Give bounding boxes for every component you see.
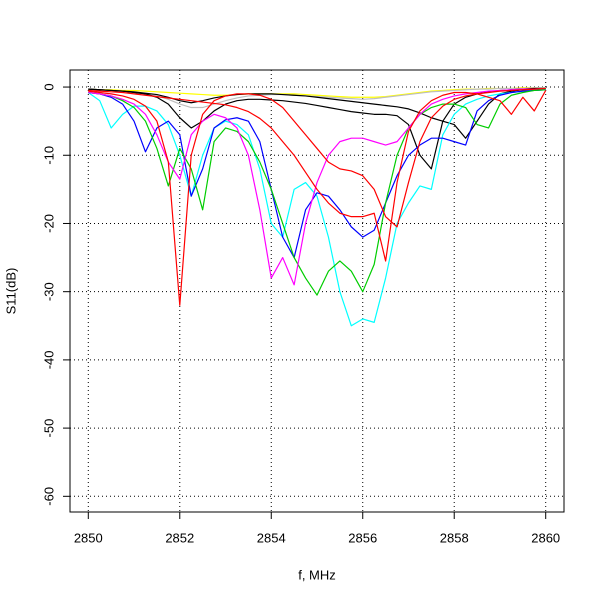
x-tick-label: 2856 bbox=[348, 530, 377, 545]
y-axis-label: S11(dB) bbox=[3, 268, 18, 315]
y-tick-label: -40 bbox=[41, 350, 56, 369]
x-tick-label: 2852 bbox=[165, 530, 194, 545]
y-tick-label: 0 bbox=[41, 83, 56, 90]
series-line bbox=[88, 87, 546, 286]
y-tick-label: -10 bbox=[41, 146, 56, 165]
series-line bbox=[87, 89, 546, 327]
series-line bbox=[88, 89, 546, 259]
x-tick-label: 2854 bbox=[257, 530, 286, 545]
y-tick-label: -50 bbox=[41, 419, 56, 438]
series-line bbox=[88, 87, 546, 170]
y-tick-label: -30 bbox=[41, 282, 56, 301]
series-line bbox=[88, 87, 546, 306]
series-line bbox=[88, 89, 547, 262]
y-tick-label: -60 bbox=[41, 487, 56, 506]
x-tick-label: 2860 bbox=[531, 530, 560, 545]
y-tick-label: -20 bbox=[41, 214, 56, 233]
x-axis-label: f, MHz bbox=[298, 567, 336, 582]
x-tick-label: 2858 bbox=[440, 530, 469, 545]
plot-frame bbox=[69, 69, 565, 513]
x-tick-label: 2850 bbox=[74, 530, 103, 545]
series-line bbox=[88, 87, 546, 109]
series-line bbox=[88, 89, 546, 296]
